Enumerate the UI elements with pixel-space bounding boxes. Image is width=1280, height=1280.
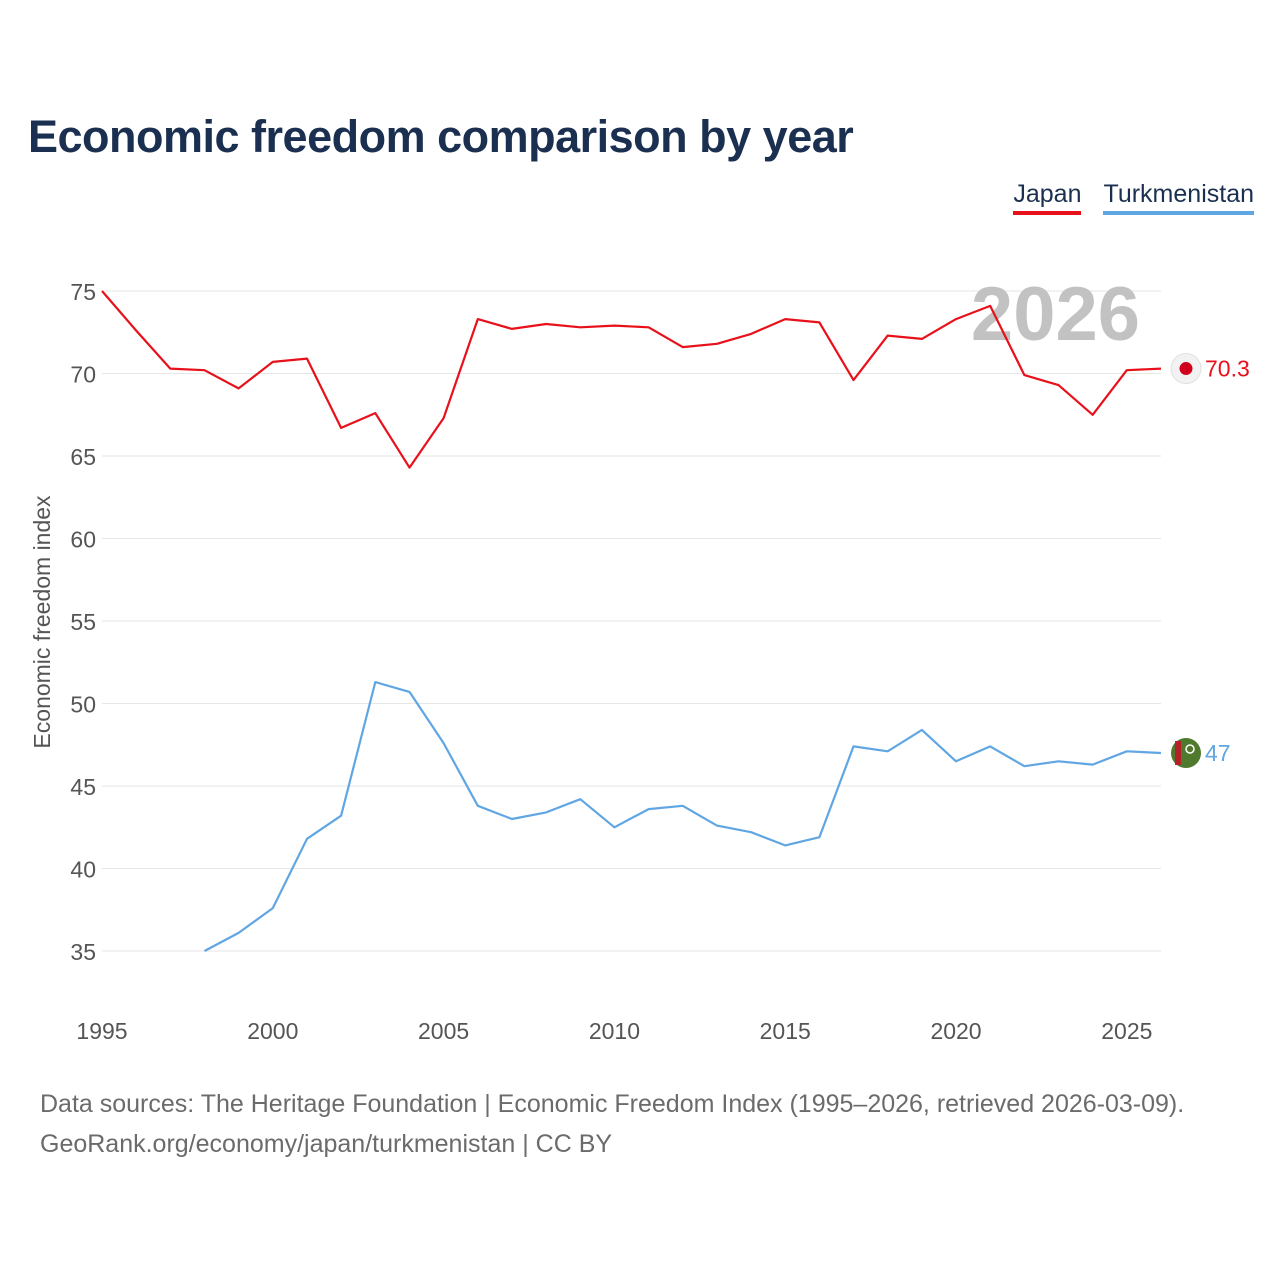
y-tick-label: 50 (70, 692, 96, 718)
y-tick-label: 45 (70, 774, 96, 800)
x-tick-label: 2005 (418, 1018, 469, 1044)
flag-japan-disc (1179, 362, 1193, 376)
x-tick-label: 2000 (247, 1018, 298, 1044)
flag-turkmenistan-crescent (1185, 744, 1195, 754)
footer: Data sources: The Heritage Foundation | … (40, 1084, 1184, 1164)
series-line-japan (101, 290, 1162, 469)
y-axis-label: Economic freedom index (29, 495, 55, 749)
x-tick-label: 1995 (76, 1018, 127, 1044)
y-tick-label: 60 (70, 527, 96, 553)
y-tick-label: 65 (70, 444, 96, 470)
legend: Japan Turkmenistan (1013, 180, 1254, 215)
legend-item-japan[interactable]: Japan (1013, 180, 1082, 215)
flag-turkmenistan-stripe (1175, 741, 1181, 765)
series-line-turkmenistan (203, 680, 1162, 952)
y-axis-ticks: 35 40 45 50 55 60 65 70 75 (70, 279, 96, 965)
y-tick-label: 55 (70, 609, 96, 635)
x-tick-label: 2025 (1101, 1018, 1152, 1044)
data-source-text: Data sources: The Heritage Foundation | … (40, 1090, 1185, 1118)
chart-title: Economic freedom comparison by year (28, 111, 854, 162)
attribution-text: GeoRank.org/economy/japan/turkmenistan |… (40, 1130, 613, 1158)
x-tick-label: 2010 (589, 1018, 640, 1044)
y-tick-label: 75 (70, 279, 96, 305)
y-tick-label: 40 (70, 857, 96, 883)
end-label-japan: 70.3 (1205, 356, 1250, 382)
x-tick-label: 2015 (760, 1018, 811, 1044)
current-year-watermark: 2026 (971, 272, 1140, 357)
x-tick-label: 2020 (930, 1018, 981, 1044)
y-tick-label: 35 (70, 939, 96, 965)
y-tick-label: 70 (70, 362, 96, 388)
legend-item-turkmenistan[interactable]: Turkmenistan (1103, 180, 1254, 215)
end-label-turkmenistan: 47 (1205, 740, 1231, 766)
end-markers: 70.3 47 (1170, 353, 1250, 768)
gridlines (102, 290, 1161, 952)
series-lines (101, 290, 1162, 952)
x-axis-ticks: 1995 2000 2005 2010 2015 2020 2025 (76, 1018, 1152, 1044)
